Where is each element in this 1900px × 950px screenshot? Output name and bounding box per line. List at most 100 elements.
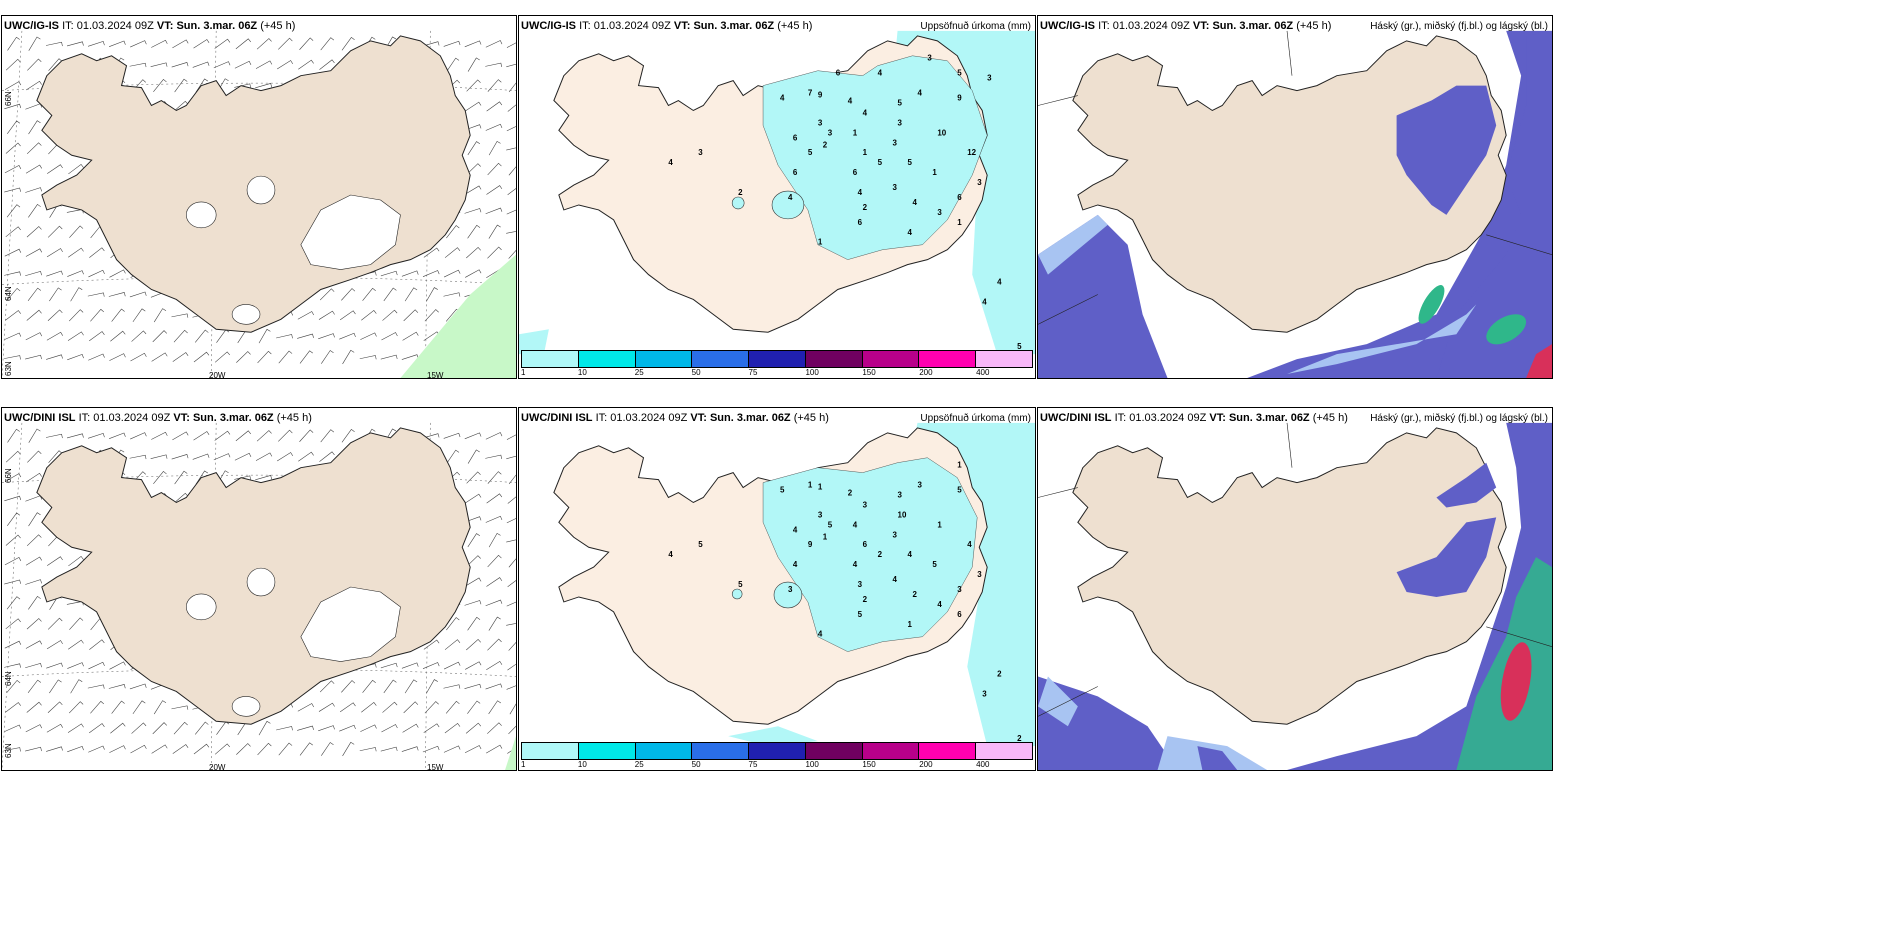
wind-barb: [467, 616, 481, 631]
wind-barb: [25, 663, 42, 669]
wind-barb: [25, 271, 42, 277]
wind-barb: [299, 350, 313, 364]
wind-barb: [132, 700, 146, 715]
wind-barb: [153, 471, 167, 484]
precip-value: 4: [893, 575, 898, 584]
precip-value: 7: [808, 89, 813, 98]
colorbar-segment: [692, 351, 750, 367]
colorbar-segment: [919, 743, 977, 759]
wind-barb: [4, 724, 22, 732]
colorbar-segment: [635, 743, 693, 759]
wind-barb: [45, 41, 63, 47]
precip-value: 6: [793, 133, 798, 142]
wind-barb: [25, 187, 42, 193]
wind-barb: [69, 617, 84, 630]
wind-barb: [4, 663, 21, 668]
precip-value: 3: [858, 580, 863, 589]
wind-barb: [506, 623, 516, 626]
precip-value: 5: [907, 158, 912, 167]
wind-barb: [360, 724, 377, 732]
wind-barb: [465, 269, 482, 278]
wind-barb: [423, 723, 440, 733]
lat-label: 66N: [4, 468, 13, 483]
precip-value: 1: [853, 128, 858, 137]
colorbar-tick-label: 50: [691, 368, 701, 377]
wind-barb: [5, 226, 21, 238]
wind-barb: [361, 702, 377, 713]
wind-barb: [276, 60, 294, 70]
wind-barb: [174, 470, 188, 485]
wind-barb: [68, 163, 84, 175]
wind-barb: [4, 355, 21, 360]
wind-barb: [403, 309, 419, 322]
wind-barb: [25, 724, 43, 733]
wind-barb: [319, 680, 335, 693]
wind-barb: [192, 61, 210, 68]
wind-barb: [278, 429, 293, 442]
precip-value: 5: [898, 99, 903, 108]
colorbar-segment: [635, 351, 693, 367]
wind-barb: [89, 639, 105, 650]
wind-barb: [90, 700, 105, 714]
wind-barb: [130, 744, 147, 754]
wind-barb: [257, 742, 272, 756]
wind-barb: [28, 595, 41, 610]
wind-barb: [464, 432, 482, 440]
wind-barb: [45, 433, 63, 439]
precip-value: 3: [977, 178, 982, 187]
wind-barb: [508, 558, 516, 568]
panel-precip-bottom: UWC/DINI ISL IT: 01.03.2024 09Z VT: Sun.…: [518, 407, 1036, 771]
wind-barb: [174, 78, 188, 93]
wind-barb: [341, 680, 356, 693]
wind-barb: [465, 185, 482, 195]
panel-cloud-top: UWC/IG-IS IT: 01.03.2024 09Z VT: Sun. 3.…: [1037, 15, 1553, 379]
wind-barb: [506, 147, 516, 151]
wind-barb: [68, 639, 84, 650]
wind-barb: [88, 353, 105, 361]
wind-barb: [26, 701, 42, 713]
panel-wind-bottom: UWC/DINI ISL IT: 01.03.2024 09Z VT: Sun.…: [1, 407, 517, 771]
wind-barb: [216, 721, 230, 735]
wind-barb: [361, 310, 377, 321]
colorbar-tick-label: 200: [919, 760, 933, 769]
wind-barb: [256, 38, 272, 50]
wind-barb: [319, 451, 335, 462]
wind-barb: [130, 352, 147, 362]
wind-barb: [88, 269, 105, 278]
precip-value: 1: [937, 520, 942, 529]
wind-barb: [6, 679, 21, 693]
wind-barb: [153, 308, 167, 323]
precip-value: 6: [793, 168, 798, 177]
colorbar-tick-label: 10: [577, 368, 587, 377]
wind-barb: [319, 59, 335, 70]
wind-barb: [193, 39, 210, 49]
wind-barb: [486, 660, 503, 671]
wind-barb: [422, 270, 440, 277]
wind-barb: [111, 700, 125, 714]
wind-barb: [466, 471, 481, 484]
wind-barb: [7, 428, 20, 443]
wind-barb: [5, 142, 21, 154]
wind-barb: [486, 185, 503, 195]
wind-barb: [25, 495, 43, 502]
wind-barb: [506, 518, 516, 524]
wind-barb: [464, 600, 482, 606]
wind-barb: [235, 430, 251, 442]
precip-value: 2: [1017, 734, 1022, 743]
wind-barb: [26, 534, 42, 547]
wind-barb: [255, 452, 273, 461]
wind-barb: [381, 332, 398, 341]
wind-barb: [68, 701, 84, 714]
precip-value: 6: [858, 218, 863, 227]
wind-barb: [276, 334, 293, 339]
wind-barb: [194, 721, 209, 735]
precip-value: 4: [853, 520, 858, 529]
wind-barb: [216, 329, 230, 343]
precip-value: 4: [982, 297, 987, 306]
wind-barb: [26, 80, 42, 91]
wind-barb: [214, 38, 231, 49]
wind-barb: [4, 332, 22, 340]
wind-barb: [7, 36, 20, 51]
wind-barb: [506, 126, 516, 132]
